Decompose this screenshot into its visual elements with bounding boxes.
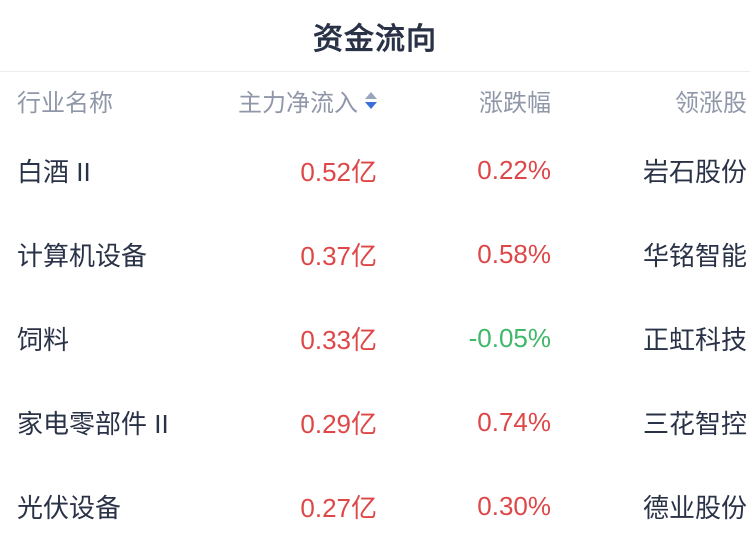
sort-down-arrow-icon (365, 101, 377, 109)
industry-name: 饲料 (17, 324, 70, 355)
industry-name: 白酒 II (17, 156, 91, 187)
inflow-value: 0.27亿 (300, 492, 377, 523)
inflow-value: 0.37亿 (300, 240, 377, 271)
leading-stock[interactable]: 正虹科技 (642, 324, 747, 355)
table-row[interactable]: 计算机设备 0.37亿 0.58% 华铭智能 (0, 212, 750, 296)
inflow-value: 0.33亿 (300, 324, 377, 355)
inflow-value: 0.29亿 (300, 408, 377, 439)
industry-name: 家电零部件 II (17, 408, 169, 439)
page-title: 资金流向 (313, 22, 437, 56)
sort-up-arrow-icon (365, 91, 377, 99)
column-header-inflow[interactable]: 主力净流入 (197, 83, 377, 118)
change-percent: 0.58% (477, 238, 551, 269)
title-bar: 资金流向 (0, 0, 750, 72)
table-row[interactable]: 家电零部件 II 0.29亿 0.74% 三花智控 (0, 380, 750, 464)
table-header-row: 行业名称 主力净流入 涨跌幅 领涨股 (0, 72, 750, 128)
leading-stock[interactable]: 三花智控 (642, 408, 747, 439)
change-percent: 0.74% (477, 406, 551, 437)
industry-name: 光伏设备 (17, 492, 122, 523)
change-percent: 0.22% (477, 154, 551, 185)
change-percent: -0.05% (468, 322, 551, 353)
inflow-value: 0.52亿 (300, 156, 377, 187)
table-body: 白酒 II 0.52亿 0.22% 岩石股份 计算机设备 0.37亿 0.58%… (0, 128, 750, 548)
table-row[interactable]: 饲料 0.33亿 -0.05% 正虹科技 (0, 296, 750, 380)
leading-stock[interactable]: 德业股份 (642, 492, 747, 523)
industry-name: 计算机设备 (17, 240, 148, 271)
leading-stock[interactable]: 岩石股份 (642, 156, 747, 187)
change-percent: 0.30% (477, 490, 551, 521)
leading-stock[interactable]: 华铭智能 (642, 240, 747, 271)
table-row[interactable]: 光伏设备 0.27亿 0.30% 德业股份 (0, 464, 750, 548)
column-header-industry: 行业名称 (17, 89, 113, 117)
column-header-inflow-label: 主力净流入 (238, 89, 358, 117)
column-header-leader: 领涨股 (675, 89, 747, 117)
table-row[interactable]: 白酒 II 0.52亿 0.22% 岩石股份 (0, 128, 750, 212)
sort-icon[interactable] (365, 91, 377, 109)
column-header-change: 涨跌幅 (479, 89, 551, 117)
